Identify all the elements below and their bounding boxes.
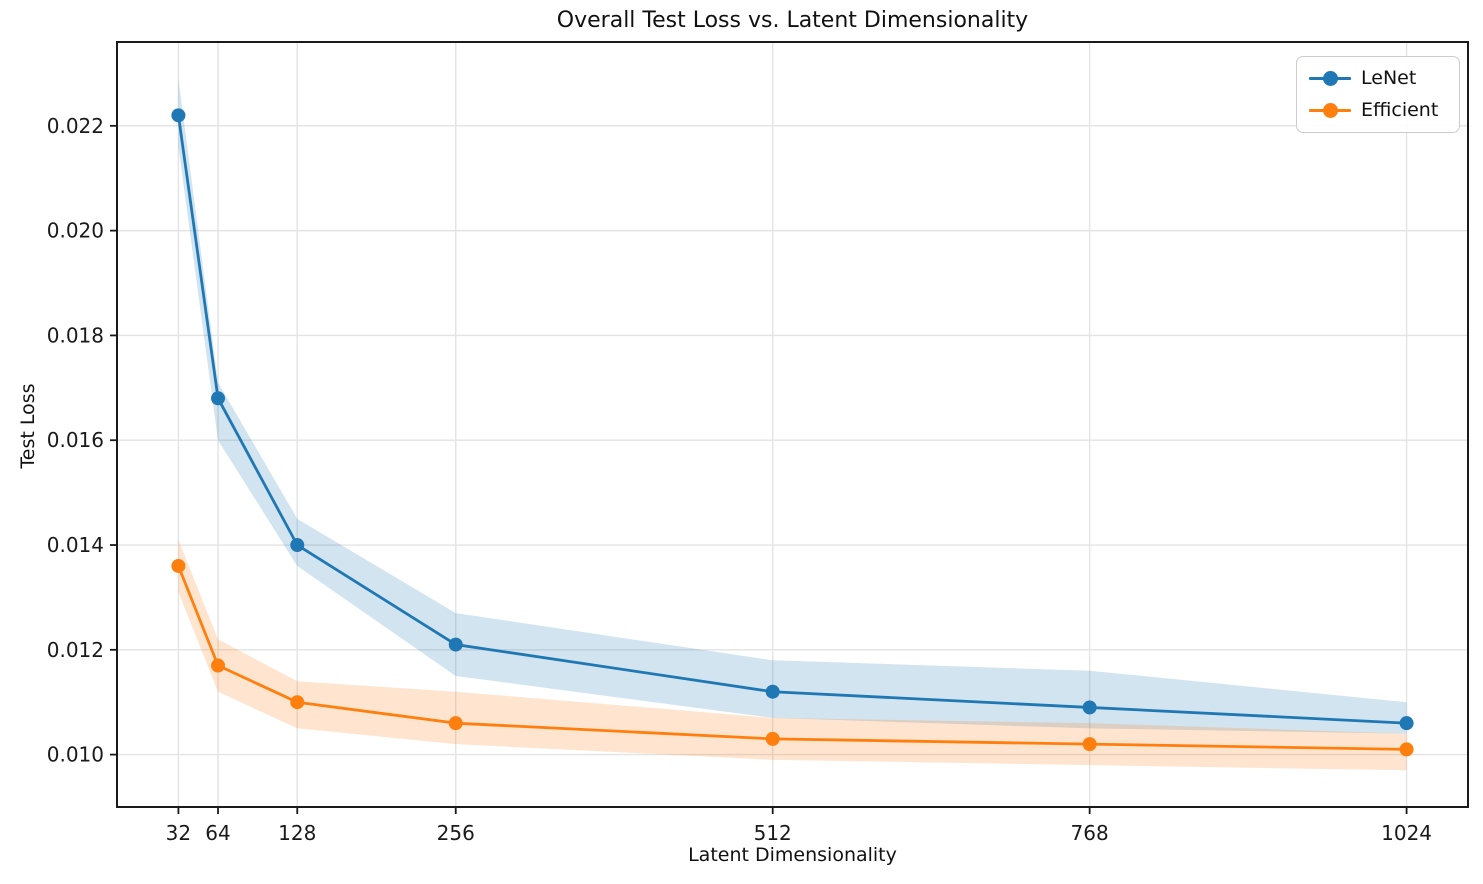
efficient-dot-swatch (1322, 102, 1338, 118)
legend-label-efficient: Efficient (1361, 98, 1439, 121)
lenet-line-marker-icon (1309, 70, 1351, 86)
y-tick-label: 0.022 (47, 114, 104, 138)
x-tick-label: 256 (437, 821, 475, 845)
efficient-line-marker-icon (1309, 102, 1351, 118)
data-marker-lenet (448, 637, 463, 652)
legend-item-lenet: LeNet (1309, 67, 1447, 90)
y-tick-label: 0.014 (47, 533, 104, 557)
confidence-band-lenet (178, 78, 1407, 734)
chart-title: Overall Test Loss vs. Latent Dimensional… (556, 8, 1029, 33)
x-tick-label: 768 (1071, 821, 1109, 845)
data-marker-efficient (1399, 742, 1414, 757)
data-marker-lenet (1082, 700, 1097, 715)
data-marker-lenet (765, 684, 780, 699)
x-tick-label: 32 (166, 821, 191, 845)
data-marker-efficient (211, 658, 226, 673)
data-marker-lenet (290, 538, 305, 553)
confidence-band-efficient (178, 539, 1407, 771)
y-axis-label: Test Loss (17, 383, 39, 469)
data-marker-lenet (171, 108, 186, 123)
y-tick-label: 0.016 (47, 428, 104, 452)
x-tick-label: 128 (278, 821, 316, 845)
series-line-lenet (177, 115, 1407, 725)
data-marker-lenet (1399, 716, 1414, 731)
data-marker-efficient (290, 695, 305, 710)
x-tick-label: 64 (205, 821, 230, 845)
data-marker-lenet (211, 391, 226, 406)
y-tick-label: 0.012 (47, 638, 104, 662)
y-tick-label: 0.020 (47, 219, 104, 243)
x-axis-label: Latent Dimensionality (688, 844, 897, 866)
x-tick-label: 1024 (1381, 821, 1432, 845)
legend-item-efficient: Efficient (1309, 99, 1447, 122)
data-marker-efficient (765, 731, 780, 746)
x-tick-label: 512 (754, 821, 792, 845)
data-marker-efficient (1082, 737, 1097, 752)
legend: LeNet Efficient (1296, 56, 1460, 133)
legend-label-lenet: LeNet (1361, 67, 1417, 89)
data-marker-efficient (448, 716, 463, 731)
data-marker-efficient (171, 558, 186, 573)
lenet-dot-swatch (1322, 70, 1338, 86)
y-tick-label: 0.010 (47, 743, 104, 767)
y-tick-label: 0.018 (47, 323, 104, 347)
axes-spines (116, 41, 1469, 808)
